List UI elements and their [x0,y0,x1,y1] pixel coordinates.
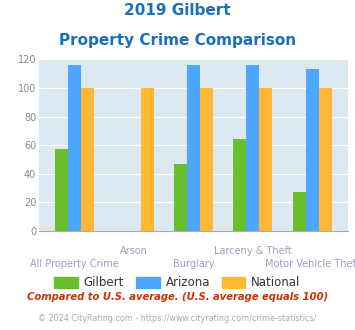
Bar [306,69,319,231]
Text: 2019 Gilbert: 2019 Gilbert [124,3,231,18]
Bar [141,88,154,231]
Bar [81,88,94,231]
Bar [55,149,68,231]
Bar [200,88,213,231]
Bar [68,65,81,231]
Text: All Property Crime: All Property Crime [30,259,119,269]
Bar [260,88,273,231]
Text: © 2024 CityRating.com - https://www.cityrating.com/crime-statistics/: © 2024 CityRating.com - https://www.city… [38,314,317,323]
Text: Burglary: Burglary [173,259,214,269]
Legend: Gilbert, Arizona, National: Gilbert, Arizona, National [50,272,305,294]
Bar [246,65,260,231]
Text: Arson: Arson [120,246,148,256]
Text: Larceny & Theft: Larceny & Theft [214,246,292,256]
Text: Compared to U.S. average. (U.S. average equals 100): Compared to U.S. average. (U.S. average … [27,292,328,302]
Bar [293,192,306,231]
Bar [319,88,332,231]
Bar [233,140,246,231]
Bar [187,65,200,231]
Text: Property Crime Comparison: Property Crime Comparison [59,33,296,48]
Bar [174,164,187,231]
Text: Motor Vehicle Theft: Motor Vehicle Theft [265,259,355,269]
